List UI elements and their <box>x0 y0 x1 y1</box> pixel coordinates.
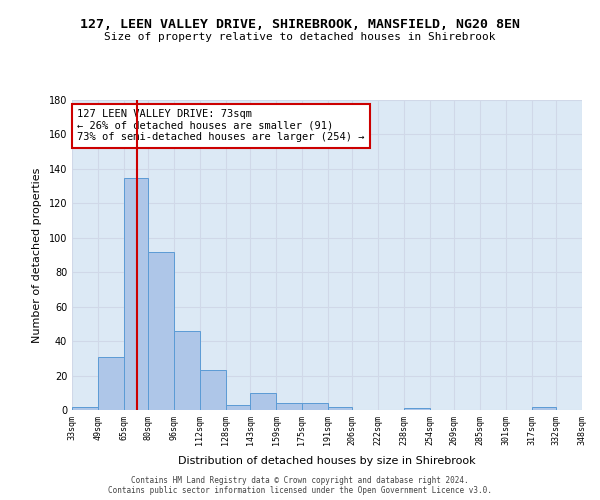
Bar <box>174 331 200 410</box>
Bar <box>226 405 250 410</box>
Bar <box>532 406 556 410</box>
Bar <box>124 178 148 410</box>
Bar <box>72 406 98 410</box>
Bar <box>200 370 226 410</box>
X-axis label: Distribution of detached houses by size in Shirebrook: Distribution of detached houses by size … <box>178 456 476 466</box>
Y-axis label: Number of detached properties: Number of detached properties <box>32 168 41 342</box>
Text: 127, LEEN VALLEY DRIVE, SHIREBROOK, MANSFIELD, NG20 8EN: 127, LEEN VALLEY DRIVE, SHIREBROOK, MANS… <box>80 18 520 30</box>
Bar <box>404 408 430 410</box>
Bar <box>250 393 276 410</box>
Bar <box>148 252 174 410</box>
Bar <box>276 403 302 410</box>
Bar <box>98 356 124 410</box>
Bar <box>328 406 352 410</box>
Text: Size of property relative to detached houses in Shirebrook: Size of property relative to detached ho… <box>104 32 496 42</box>
Text: Contains HM Land Registry data © Crown copyright and database right 2024.
Contai: Contains HM Land Registry data © Crown c… <box>108 476 492 495</box>
Bar <box>302 403 328 410</box>
Text: 127 LEEN VALLEY DRIVE: 73sqm
← 26% of detached houses are smaller (91)
73% of se: 127 LEEN VALLEY DRIVE: 73sqm ← 26% of de… <box>77 110 365 142</box>
